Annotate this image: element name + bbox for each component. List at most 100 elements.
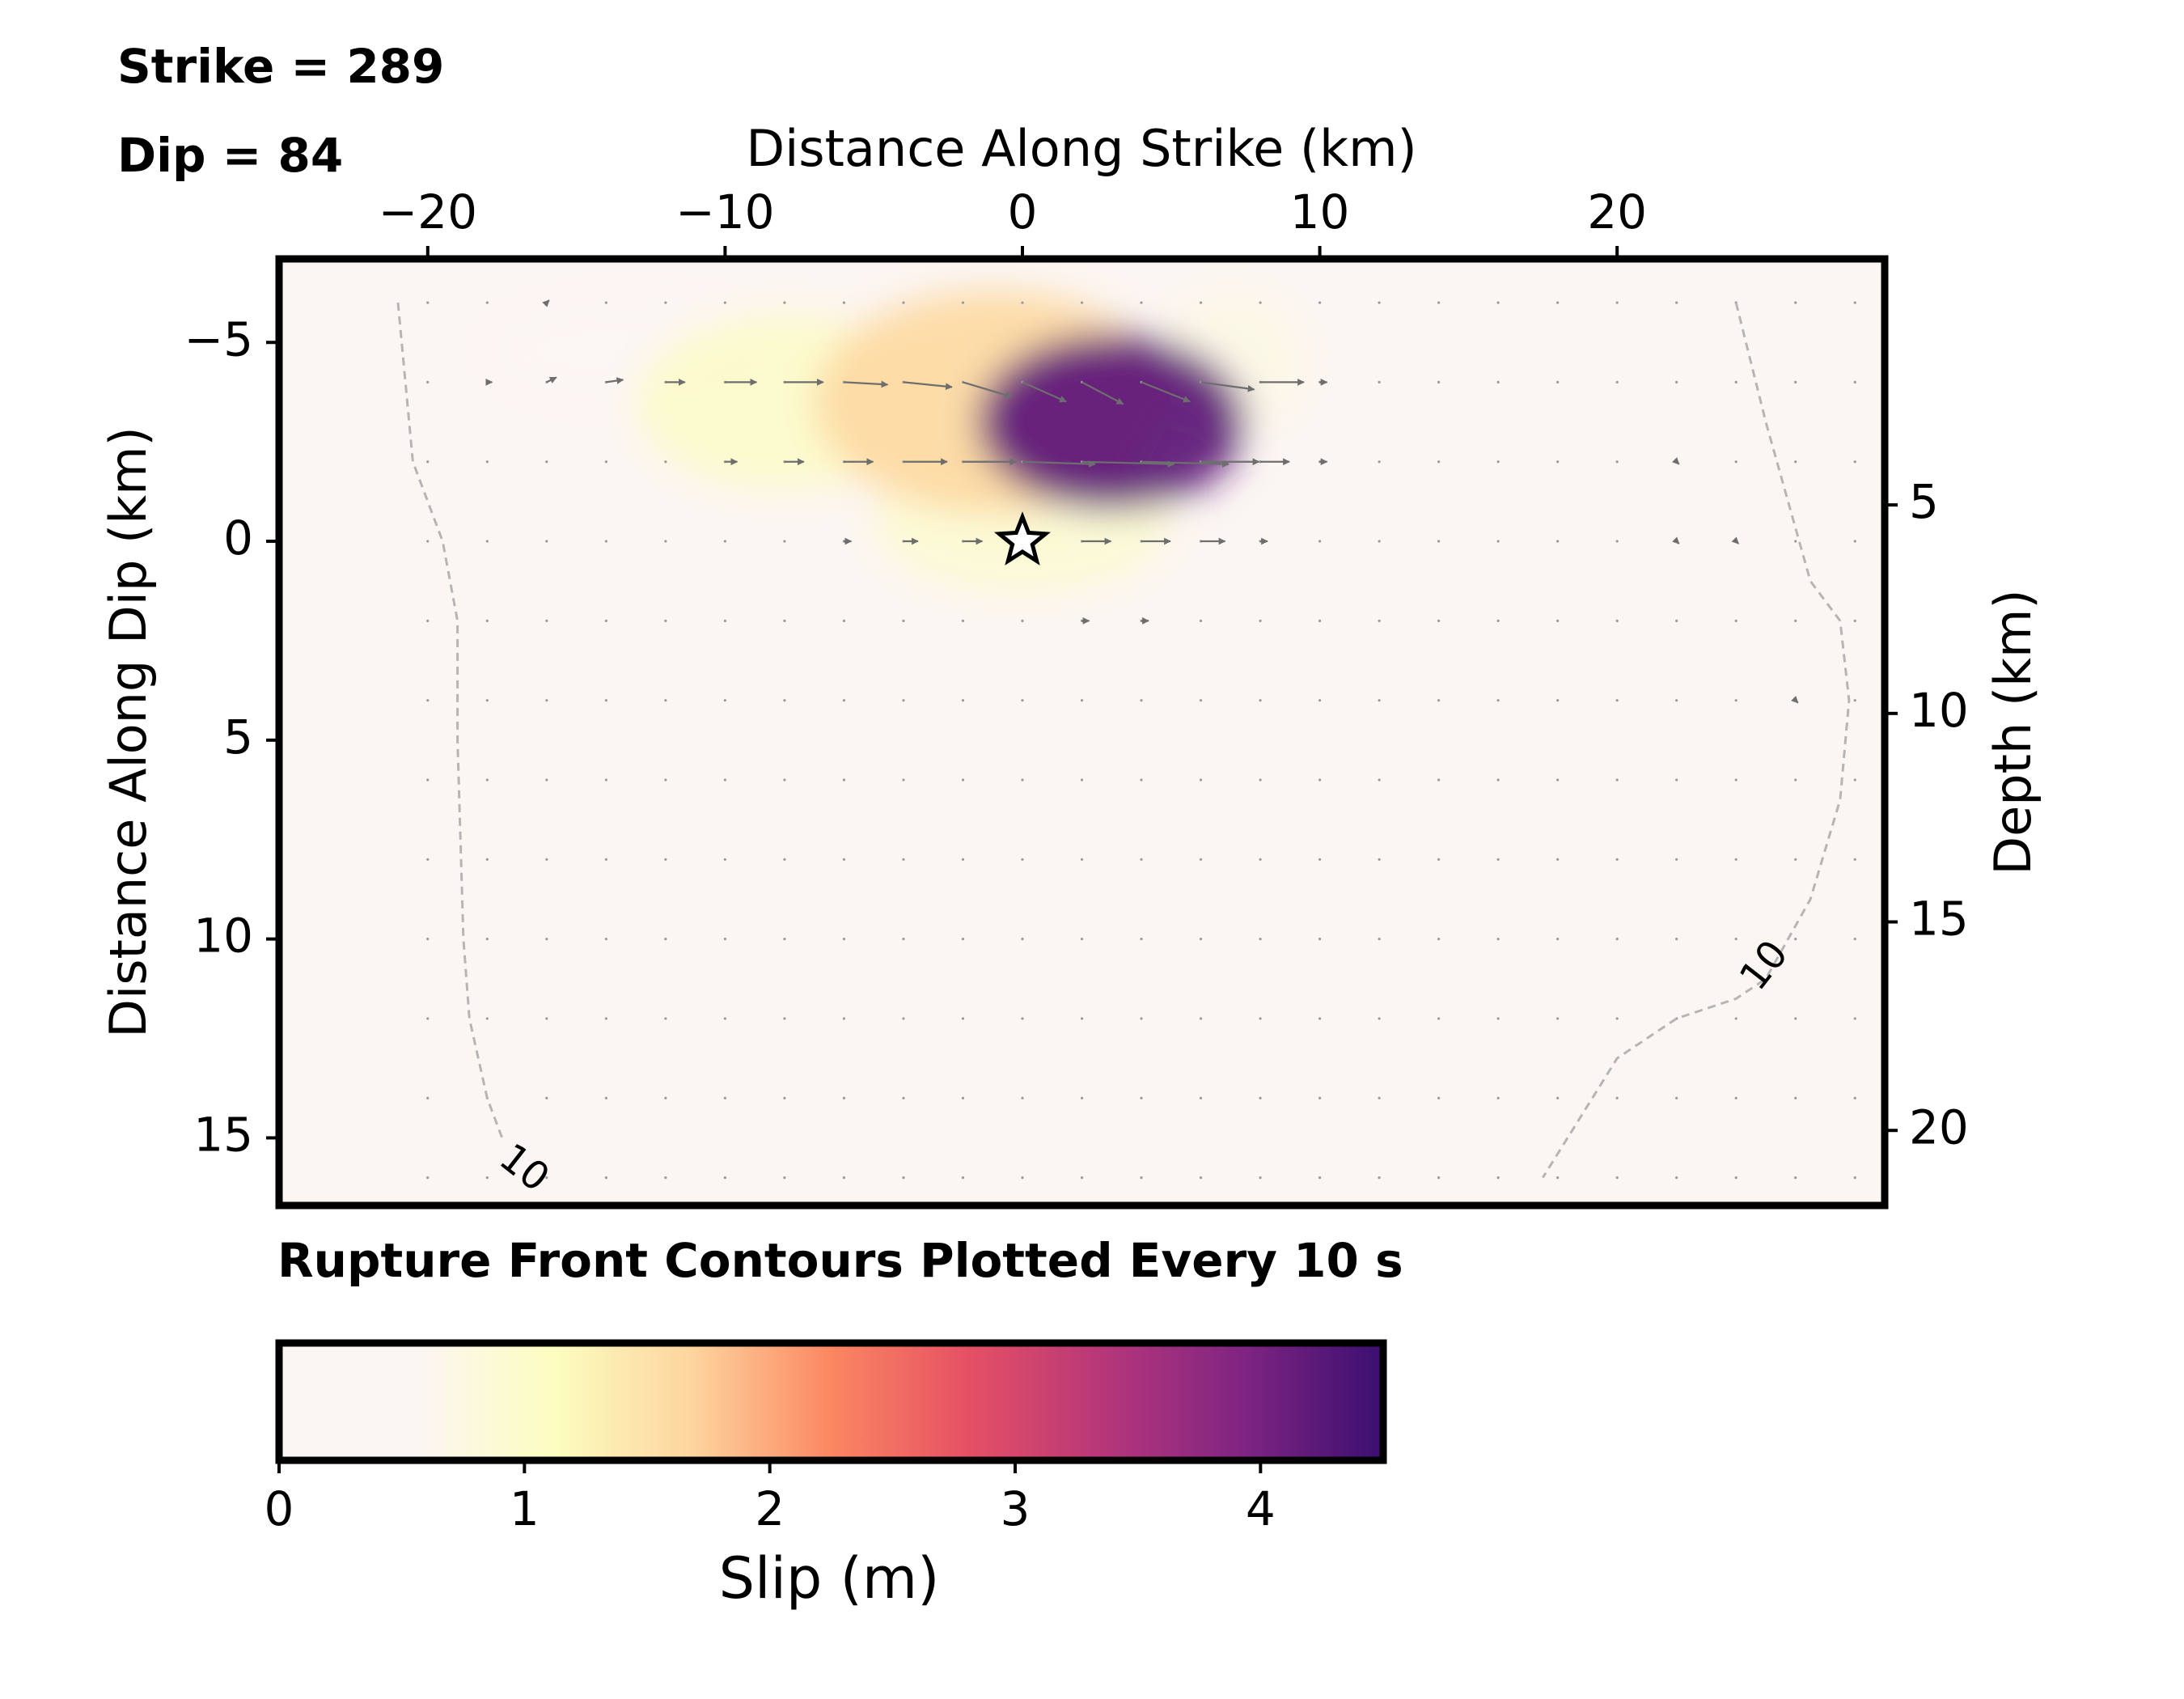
grid-node <box>1199 1017 1203 1020</box>
grid-node <box>604 1096 607 1099</box>
grid-node <box>1140 1017 1143 1020</box>
grid-node <box>604 460 607 464</box>
grid-node <box>1496 699 1500 702</box>
grid-node <box>1615 540 1619 543</box>
grid-node <box>1675 619 1678 622</box>
depth-tick-label: 15 <box>1909 892 1969 947</box>
grid-node <box>545 1176 548 1180</box>
grid-node <box>1080 858 1084 861</box>
grid-node <box>1199 699 1203 702</box>
grid-node <box>902 1096 905 1099</box>
grid-node <box>485 699 489 702</box>
grid-node <box>426 699 430 702</box>
grid-node <box>783 858 786 861</box>
grid-node <box>1318 1176 1322 1180</box>
grid-node <box>1496 778 1500 782</box>
grid-node <box>1318 699 1322 702</box>
grid-node <box>1259 778 1262 782</box>
strike-title: Strike = 289 <box>117 39 444 94</box>
grid-node <box>902 1017 905 1020</box>
x-tick-label: 10 <box>1290 184 1350 239</box>
grid-node <box>1794 540 1797 543</box>
grid-node <box>1437 301 1441 304</box>
grid-node <box>1437 460 1441 464</box>
colorbar-gradient <box>275 1339 1387 1464</box>
grid-node <box>1734 380 1737 383</box>
dip-title: Dip = 84 <box>117 128 343 183</box>
grid-node <box>1556 858 1560 861</box>
grid-node <box>604 301 607 304</box>
grid-node <box>1378 858 1381 861</box>
slip-vector <box>606 377 624 384</box>
grid-node <box>1080 301 1084 304</box>
slip-vectors <box>485 299 1799 704</box>
grid-node <box>1615 778 1619 782</box>
colorbar-tick-label: 0 <box>265 1481 294 1536</box>
slip-vector <box>1731 536 1739 544</box>
grid-node <box>1021 619 1024 622</box>
grid-node <box>723 858 726 861</box>
grid-node <box>1021 778 1024 782</box>
slip-vector <box>1141 460 1230 468</box>
grid-node <box>426 778 430 782</box>
grid-node <box>485 938 489 941</box>
grid-node <box>1734 938 1737 941</box>
grid-node <box>1437 380 1441 383</box>
grid-node <box>1318 938 1322 941</box>
grid-node <box>842 619 846 622</box>
grid-node <box>1437 858 1441 861</box>
slip-patch <box>977 334 1246 510</box>
hypocenter-layer <box>993 511 1051 566</box>
colorbar-tick-label: 1 <box>510 1481 540 1536</box>
grid-node <box>664 301 667 304</box>
grid-node <box>783 540 786 543</box>
slip-vector <box>1141 381 1191 403</box>
grid-node <box>1675 858 1678 861</box>
slip-vector <box>1081 381 1124 405</box>
grid-node <box>545 460 548 464</box>
y-tick-label: −5 <box>184 311 254 366</box>
grid-node <box>1556 460 1560 464</box>
grid-node <box>1853 301 1856 304</box>
y-tick-label: 10 <box>193 909 253 964</box>
grid-node <box>1496 938 1500 941</box>
colorbar-label: Slip (m) <box>719 1545 940 1612</box>
grid-node <box>1853 380 1856 383</box>
grid-node <box>1496 1096 1500 1099</box>
grid-node <box>1794 1017 1797 1020</box>
grid-node <box>1318 301 1322 304</box>
grid-node <box>1080 1176 1084 1180</box>
depth-tick-label: 20 <box>1909 1099 1969 1155</box>
grid-node <box>723 301 726 304</box>
grid-node <box>1259 301 1262 304</box>
x-tick-label: 0 <box>1008 184 1038 239</box>
grid-node <box>1199 301 1203 304</box>
grid-node <box>664 619 667 622</box>
grid-node <box>783 301 786 304</box>
grid-node <box>1199 1176 1203 1180</box>
grid-node <box>1021 858 1024 861</box>
grid-node <box>545 699 548 702</box>
grid-node <box>961 619 965 622</box>
grid-node <box>1794 301 1797 304</box>
colorbar-tick-label: 4 <box>1246 1481 1276 1536</box>
grid-node <box>1140 1096 1143 1099</box>
grid-node <box>1734 1096 1737 1099</box>
grid-node <box>426 938 430 941</box>
grid-node <box>1556 1096 1560 1099</box>
x-tick-label: 20 <box>1587 184 1647 239</box>
x-axis-ticks: −20 −10 0 10 20 <box>379 184 1647 259</box>
grid-node <box>1080 1017 1084 1020</box>
grid-node <box>426 460 430 464</box>
slip-vector <box>1671 536 1680 544</box>
grid-node <box>545 858 548 861</box>
grid-node <box>1318 778 1322 782</box>
grid-node <box>1199 938 1203 941</box>
grid-node <box>723 938 726 941</box>
grid-node <box>545 619 548 622</box>
grid-node <box>1021 1096 1024 1099</box>
grid-node <box>1734 1176 1737 1180</box>
grid-node <box>604 1176 607 1180</box>
grid-node <box>1259 1096 1262 1099</box>
rupture-contour-note: Rupture Front Contours Plotted Every 10 … <box>277 1233 1403 1288</box>
